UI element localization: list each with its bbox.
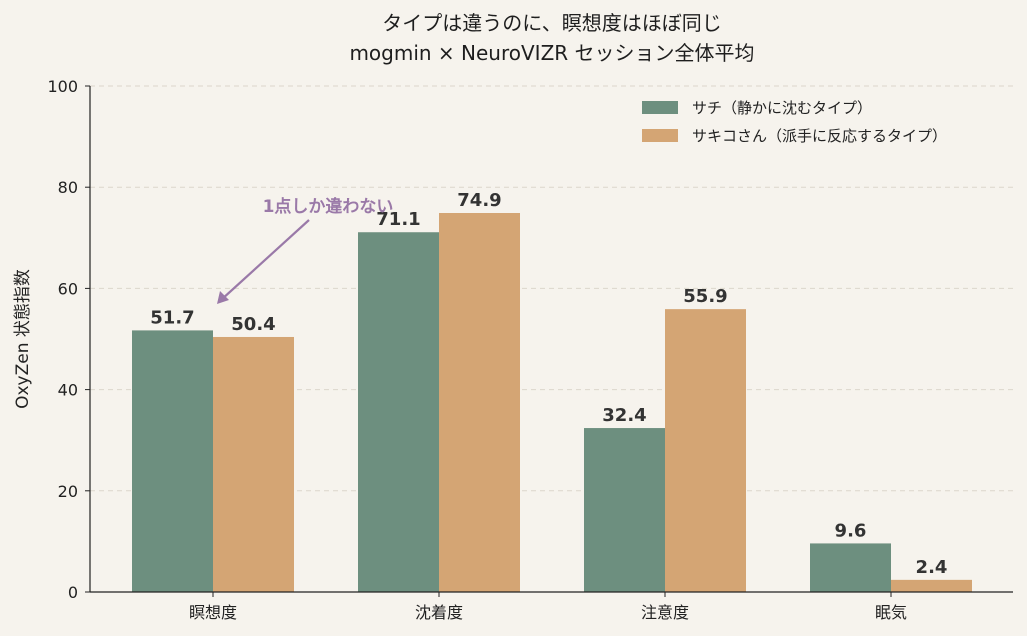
y-tick-label: 100: [47, 77, 78, 96]
annotation-arrow-line: [220, 219, 310, 301]
bar-sakiko-1: [439, 213, 520, 593]
y-tick-label: 80: [58, 178, 78, 197]
axes: 0 20 40 60 80 100 瞑想度 沈着度 注意度 眠気: [47, 77, 1013, 622]
value-label: 32.4: [602, 405, 646, 426]
legend-label: サチ（静かに沈むタイプ）: [692, 99, 872, 117]
x-tick-label: 瞑想度: [189, 603, 237, 622]
y-axis-label: OxyZen 状態指数: [13, 269, 33, 409]
chart-subtitle: mogmin × NeuroVIZR セッション全体平均: [349, 41, 754, 65]
value-label: 55.9: [683, 286, 727, 307]
legend-label: サキコさん（派手に反応するタイプ）: [692, 127, 947, 145]
legend-swatch: [642, 101, 678, 114]
bar-sakiko-2: [665, 309, 746, 592]
y-tick-label: 40: [58, 381, 78, 400]
value-labels: 51.7 50.4 71.1 74.9 32.4 55.9 9.6 2.4: [150, 190, 947, 578]
bar-sachi-0: [132, 330, 213, 592]
value-label: 9.6: [835, 520, 867, 541]
bar-sachi-3: [810, 543, 891, 592]
y-tick-label: 0: [68, 583, 78, 602]
y-tick-label: 20: [58, 482, 78, 501]
bar-sachi-2: [584, 428, 665, 592]
x-tick-label: 眠気: [875, 603, 907, 622]
value-label: 71.1: [376, 209, 420, 230]
bar-sachi-1: [358, 232, 439, 592]
x-tick-label: 沈着度: [415, 603, 463, 622]
value-label: 74.9: [457, 190, 501, 211]
value-label: 51.7: [150, 307, 194, 328]
legend: サチ（静かに沈むタイプ） サキコさん（派手に反応するタイプ）: [642, 99, 947, 145]
value-label: 2.4: [916, 557, 948, 578]
annotation-arrow-head: [217, 291, 229, 304]
x-tick-label: 注意度: [641, 603, 689, 622]
bars: [132, 213, 972, 593]
annotation-text: 1点しか違わない: [263, 196, 394, 217]
chart-title: タイプは違うのに、瞑想度はほぼ同じ: [382, 11, 721, 35]
y-tick-label: 60: [58, 279, 78, 298]
bar-sakiko-0: [213, 336, 294, 592]
value-label: 50.4: [231, 314, 275, 335]
bar-sakiko-3: [891, 579, 972, 592]
annotation: 1点しか違わない: [217, 196, 393, 304]
legend-swatch: [642, 129, 678, 142]
